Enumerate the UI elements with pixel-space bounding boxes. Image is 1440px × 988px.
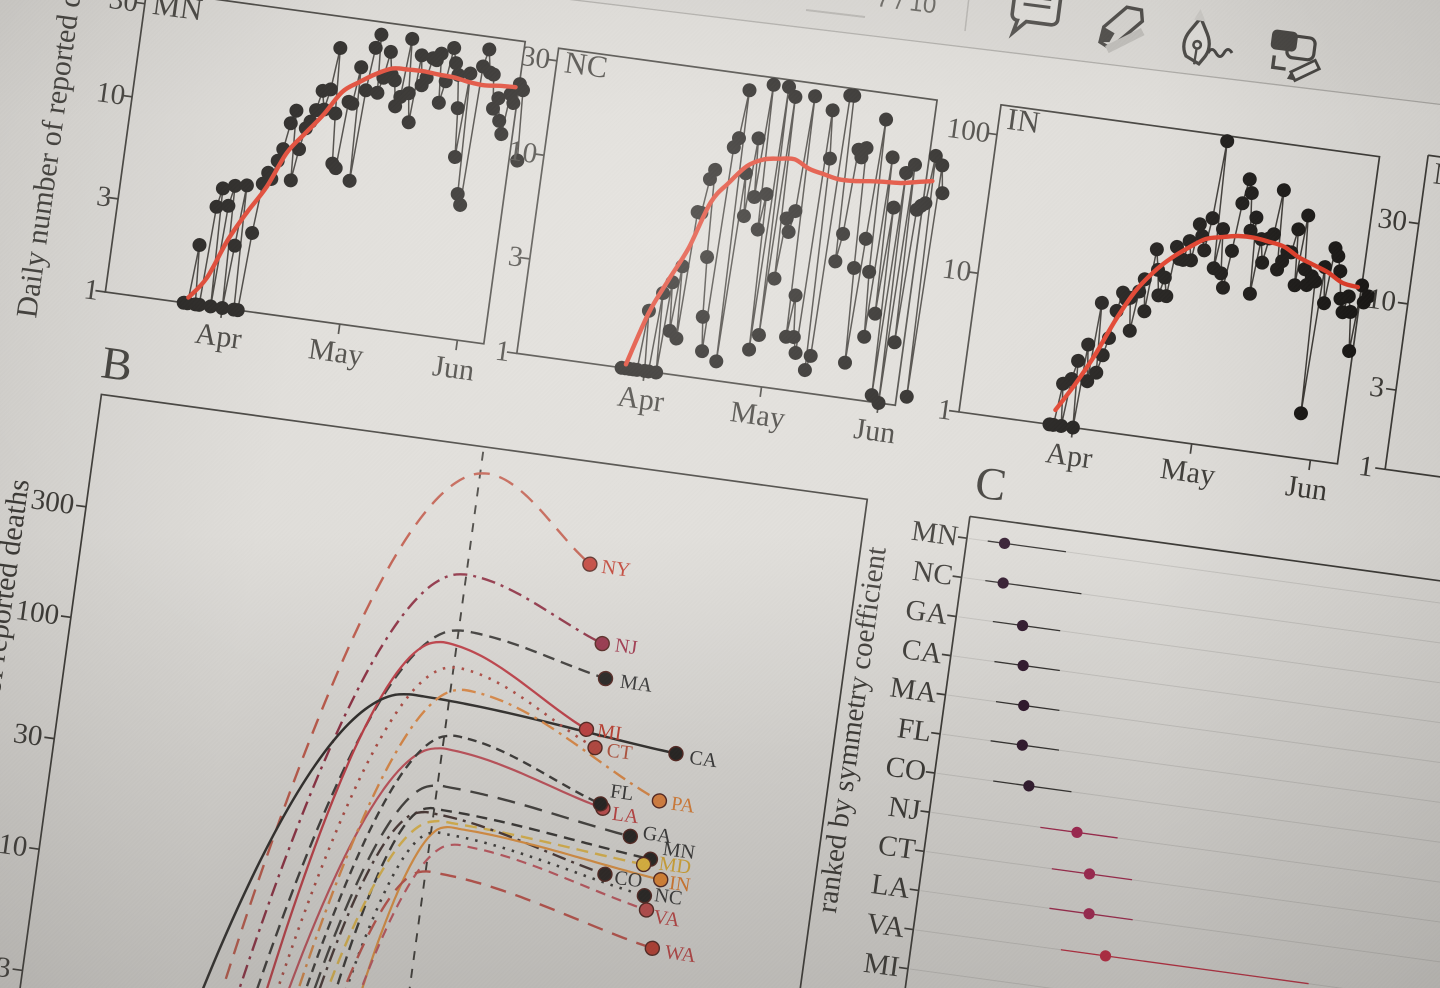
svg-text:IN: IN [668, 872, 692, 897]
svg-text:3: 3 [0, 951, 13, 985]
svg-text:3: 3 [1368, 371, 1387, 405]
svg-text:LA: LA [611, 803, 641, 828]
svg-text:CO: CO [884, 750, 928, 787]
svg-text:CT: CT [605, 739, 633, 764]
svg-text:LA: LA [869, 868, 912, 905]
svg-text:FL: FL [609, 780, 635, 805]
svg-text:May: May [306, 332, 365, 372]
svg-text:30: 30 [11, 717, 44, 753]
svg-text:10: 10 [0, 828, 29, 864]
svg-text:NJ: NJ [886, 791, 922, 827]
svg-text:30: 30 [519, 40, 552, 76]
svg-text:IN: IN [1005, 101, 1042, 140]
svg-text:FL: FL [895, 712, 933, 748]
svg-text:PA: PA [670, 793, 697, 818]
svg-text:10: 10 [1365, 282, 1398, 318]
svg-text:VA: VA [652, 906, 682, 931]
svg-text:1: 1 [935, 393, 954, 427]
svg-text:NC: NC [911, 555, 955, 592]
svg-text:30: 30 [107, 0, 140, 19]
svg-text:MN: MN [661, 838, 696, 864]
svg-text:C: C [972, 456, 1009, 511]
svg-text:Apr: Apr [193, 317, 244, 356]
svg-text:1: 1 [1357, 450, 1376, 484]
svg-text:100: 100 [945, 112, 992, 150]
svg-text:10: 10 [940, 253, 973, 289]
svg-text:Jun: Jun [852, 412, 898, 450]
svg-text:MA: MA [888, 671, 939, 709]
svg-text:NC: NC [562, 44, 609, 85]
svg-text:NY: NY [600, 556, 632, 582]
svg-text:100: 100 [14, 594, 61, 632]
svg-text:May: May [1158, 452, 1217, 492]
svg-text:3: 3 [506, 240, 525, 274]
svg-text:WA: WA [663, 941, 697, 967]
svg-text:CA: CA [900, 633, 944, 670]
svg-text:MI: MI [1431, 155, 1440, 195]
svg-text:3: 3 [95, 180, 114, 214]
svg-text:NJ: NJ [614, 634, 639, 659]
svg-text:MA: MA [619, 671, 654, 697]
svg-text:GA: GA [904, 594, 950, 631]
svg-text:CO: CO [613, 867, 644, 893]
svg-text:Apr: Apr [1044, 436, 1095, 475]
svg-text:1: 1 [493, 335, 512, 369]
svg-text:MI: MI [862, 947, 901, 984]
svg-text:May: May [728, 395, 787, 435]
svg-text:Apr: Apr [615, 380, 666, 419]
svg-text:10: 10 [94, 76, 127, 112]
svg-text:300: 300 [29, 483, 76, 521]
svg-text:MI: MI [596, 720, 623, 745]
svg-text:CA: CA [688, 747, 719, 773]
svg-text:30: 30 [1376, 202, 1409, 238]
svg-text:CT: CT [876, 829, 917, 866]
svg-text:B: B [98, 336, 135, 391]
svg-text:MN: MN [910, 515, 961, 553]
svg-text:GA: GA [641, 822, 673, 848]
svg-text:VA: VA [864, 907, 906, 944]
svg-text:10: 10 [506, 135, 539, 171]
svg-text:Jun: Jun [1284, 469, 1330, 507]
svg-text:NC: NC [653, 884, 684, 910]
svg-text:Jun: Jun [431, 349, 477, 387]
svg-text:1: 1 [82, 273, 101, 307]
